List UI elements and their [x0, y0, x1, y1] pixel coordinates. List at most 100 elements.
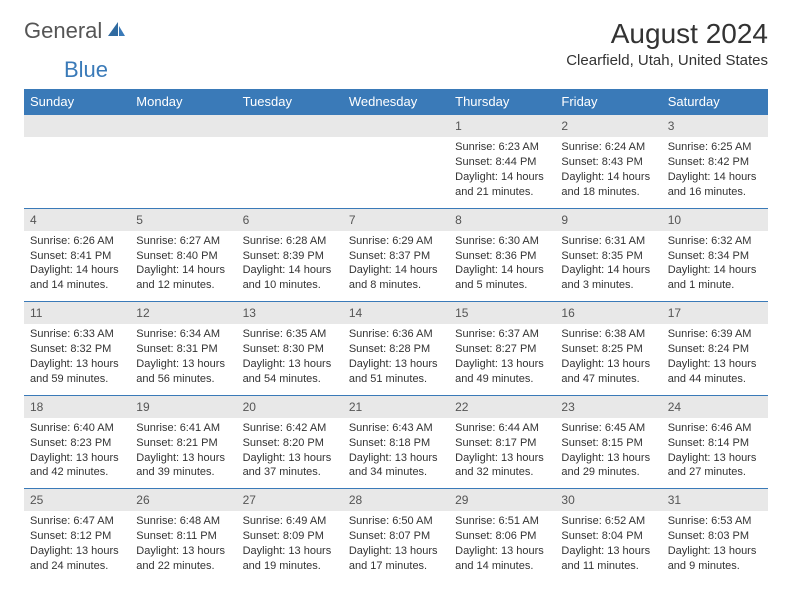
location: Clearfield, Utah, United States [566, 52, 768, 69]
daylight-text: Daylight: 13 hours and 56 minutes. [136, 357, 230, 387]
sunrise-text: Sunrise: 6:24 AM [561, 140, 655, 155]
calendar-cell: 11Sunrise: 6:33 AMSunset: 8:32 PMDayligh… [24, 302, 130, 396]
cell-body: Sunrise: 6:45 AMSunset: 8:15 PMDaylight:… [555, 418, 661, 488]
sunset-text: Sunset: 8:12 PM [30, 529, 124, 544]
sunrise-text: Sunrise: 6:31 AM [561, 234, 655, 249]
sunrise-text: Sunrise: 6:45 AM [561, 421, 655, 436]
day-number: 3 [662, 115, 768, 137]
sunrise-text: Sunrise: 6:52 AM [561, 514, 655, 529]
day-number: 26 [130, 489, 236, 511]
sunset-text: Sunset: 8:25 PM [561, 342, 655, 357]
day-number: 27 [237, 489, 343, 511]
calendar-cell: 13Sunrise: 6:35 AMSunset: 8:30 PMDayligh… [237, 302, 343, 396]
calendar-table: SundayMondayTuesdayWednesdayThursdayFrid… [24, 89, 768, 582]
day-number: 16 [555, 302, 661, 324]
day-number: 30 [555, 489, 661, 511]
calendar-cell: 28Sunrise: 6:50 AMSunset: 8:07 PMDayligh… [343, 489, 449, 582]
day-number: 2 [555, 115, 661, 137]
calendar-cell: 31Sunrise: 6:53 AMSunset: 8:03 PMDayligh… [662, 489, 768, 582]
sunset-text: Sunset: 8:14 PM [668, 436, 762, 451]
calendar-cell: 1Sunrise: 6:23 AMSunset: 8:44 PMDaylight… [449, 115, 555, 209]
logo: General [24, 18, 128, 44]
calendar-week-row: 1Sunrise: 6:23 AMSunset: 8:44 PMDaylight… [24, 115, 768, 209]
cell-body-empty [130, 137, 236, 187]
daylight-text: Daylight: 13 hours and 37 minutes. [243, 451, 337, 481]
cell-body: Sunrise: 6:48 AMSunset: 8:11 PMDaylight:… [130, 511, 236, 581]
sunset-text: Sunset: 8:35 PM [561, 249, 655, 264]
logo-text-blue: Blue [64, 57, 108, 83]
day-number: 13 [237, 302, 343, 324]
sunrise-text: Sunrise: 6:27 AM [136, 234, 230, 249]
daylight-text: Daylight: 14 hours and 8 minutes. [349, 263, 443, 293]
day-header: Sunday [24, 89, 130, 115]
day-number: 20 [237, 396, 343, 418]
day-number: 6 [237, 209, 343, 231]
day-number: 22 [449, 396, 555, 418]
sunset-text: Sunset: 8:20 PM [243, 436, 337, 451]
calendar-cell: 25Sunrise: 6:47 AMSunset: 8:12 PMDayligh… [24, 489, 130, 582]
calendar-week-row: 18Sunrise: 6:40 AMSunset: 8:23 PMDayligh… [24, 395, 768, 489]
sunrise-text: Sunrise: 6:28 AM [243, 234, 337, 249]
daylight-text: Daylight: 14 hours and 18 minutes. [561, 170, 655, 200]
daylight-text: Daylight: 14 hours and 1 minute. [668, 263, 762, 293]
sunset-text: Sunset: 8:18 PM [349, 436, 443, 451]
sunrise-text: Sunrise: 6:34 AM [136, 327, 230, 342]
sunset-text: Sunset: 8:27 PM [455, 342, 549, 357]
day-header: Thursday [449, 89, 555, 115]
calendar-cell: 10Sunrise: 6:32 AMSunset: 8:34 PMDayligh… [662, 208, 768, 302]
cell-body: Sunrise: 6:37 AMSunset: 8:27 PMDaylight:… [449, 324, 555, 394]
sunset-text: Sunset: 8:43 PM [561, 155, 655, 170]
calendar-cell: 19Sunrise: 6:41 AMSunset: 8:21 PMDayligh… [130, 395, 236, 489]
day-number-empty [24, 115, 130, 137]
calendar-cell: 21Sunrise: 6:43 AMSunset: 8:18 PMDayligh… [343, 395, 449, 489]
calendar-cell: 17Sunrise: 6:39 AMSunset: 8:24 PMDayligh… [662, 302, 768, 396]
sunset-text: Sunset: 8:03 PM [668, 529, 762, 544]
sunset-text: Sunset: 8:21 PM [136, 436, 230, 451]
sunrise-text: Sunrise: 6:40 AM [30, 421, 124, 436]
cell-body: Sunrise: 6:35 AMSunset: 8:30 PMDaylight:… [237, 324, 343, 394]
day-number: 21 [343, 396, 449, 418]
sunrise-text: Sunrise: 6:46 AM [668, 421, 762, 436]
calendar-cell [130, 115, 236, 209]
cell-body: Sunrise: 6:31 AMSunset: 8:35 PMDaylight:… [555, 231, 661, 301]
sunset-text: Sunset: 8:04 PM [561, 529, 655, 544]
day-header: Saturday [662, 89, 768, 115]
sunset-text: Sunset: 8:41 PM [30, 249, 124, 264]
sunrise-text: Sunrise: 6:25 AM [668, 140, 762, 155]
cell-body: Sunrise: 6:36 AMSunset: 8:28 PMDaylight:… [343, 324, 449, 394]
sunrise-text: Sunrise: 6:29 AM [349, 234, 443, 249]
day-number: 25 [24, 489, 130, 511]
cell-body: Sunrise: 6:33 AMSunset: 8:32 PMDaylight:… [24, 324, 130, 394]
cell-body: Sunrise: 6:41 AMSunset: 8:21 PMDaylight:… [130, 418, 236, 488]
cell-body: Sunrise: 6:32 AMSunset: 8:34 PMDaylight:… [662, 231, 768, 301]
calendar-cell: 20Sunrise: 6:42 AMSunset: 8:20 PMDayligh… [237, 395, 343, 489]
calendar-cell: 6Sunrise: 6:28 AMSunset: 8:39 PMDaylight… [237, 208, 343, 302]
sunrise-text: Sunrise: 6:43 AM [349, 421, 443, 436]
calendar-cell: 27Sunrise: 6:49 AMSunset: 8:09 PMDayligh… [237, 489, 343, 582]
cell-body: Sunrise: 6:24 AMSunset: 8:43 PMDaylight:… [555, 137, 661, 207]
sunset-text: Sunset: 8:11 PM [136, 529, 230, 544]
calendar-week-row: 11Sunrise: 6:33 AMSunset: 8:32 PMDayligh… [24, 302, 768, 396]
cell-body: Sunrise: 6:51 AMSunset: 8:06 PMDaylight:… [449, 511, 555, 581]
calendar-cell: 5Sunrise: 6:27 AMSunset: 8:40 PMDaylight… [130, 208, 236, 302]
sunrise-text: Sunrise: 6:47 AM [30, 514, 124, 529]
cell-body: Sunrise: 6:44 AMSunset: 8:17 PMDaylight:… [449, 418, 555, 488]
cell-body: Sunrise: 6:30 AMSunset: 8:36 PMDaylight:… [449, 231, 555, 301]
day-number: 29 [449, 489, 555, 511]
daylight-text: Daylight: 13 hours and 47 minutes. [561, 357, 655, 387]
calendar-cell [343, 115, 449, 209]
month-year: August 2024 [566, 18, 768, 50]
day-number: 18 [24, 396, 130, 418]
day-header: Friday [555, 89, 661, 115]
calendar-cell: 12Sunrise: 6:34 AMSunset: 8:31 PMDayligh… [130, 302, 236, 396]
sunrise-text: Sunrise: 6:37 AM [455, 327, 549, 342]
daylight-text: Daylight: 13 hours and 49 minutes. [455, 357, 549, 387]
calendar-body: 1Sunrise: 6:23 AMSunset: 8:44 PMDaylight… [24, 115, 768, 582]
cell-body: Sunrise: 6:43 AMSunset: 8:18 PMDaylight:… [343, 418, 449, 488]
calendar-header-row: SundayMondayTuesdayWednesdayThursdayFrid… [24, 89, 768, 115]
sunrise-text: Sunrise: 6:44 AM [455, 421, 549, 436]
day-header: Tuesday [237, 89, 343, 115]
sunrise-text: Sunrise: 6:30 AM [455, 234, 549, 249]
cell-body: Sunrise: 6:25 AMSunset: 8:42 PMDaylight:… [662, 137, 768, 207]
cell-body: Sunrise: 6:49 AMSunset: 8:09 PMDaylight:… [237, 511, 343, 581]
